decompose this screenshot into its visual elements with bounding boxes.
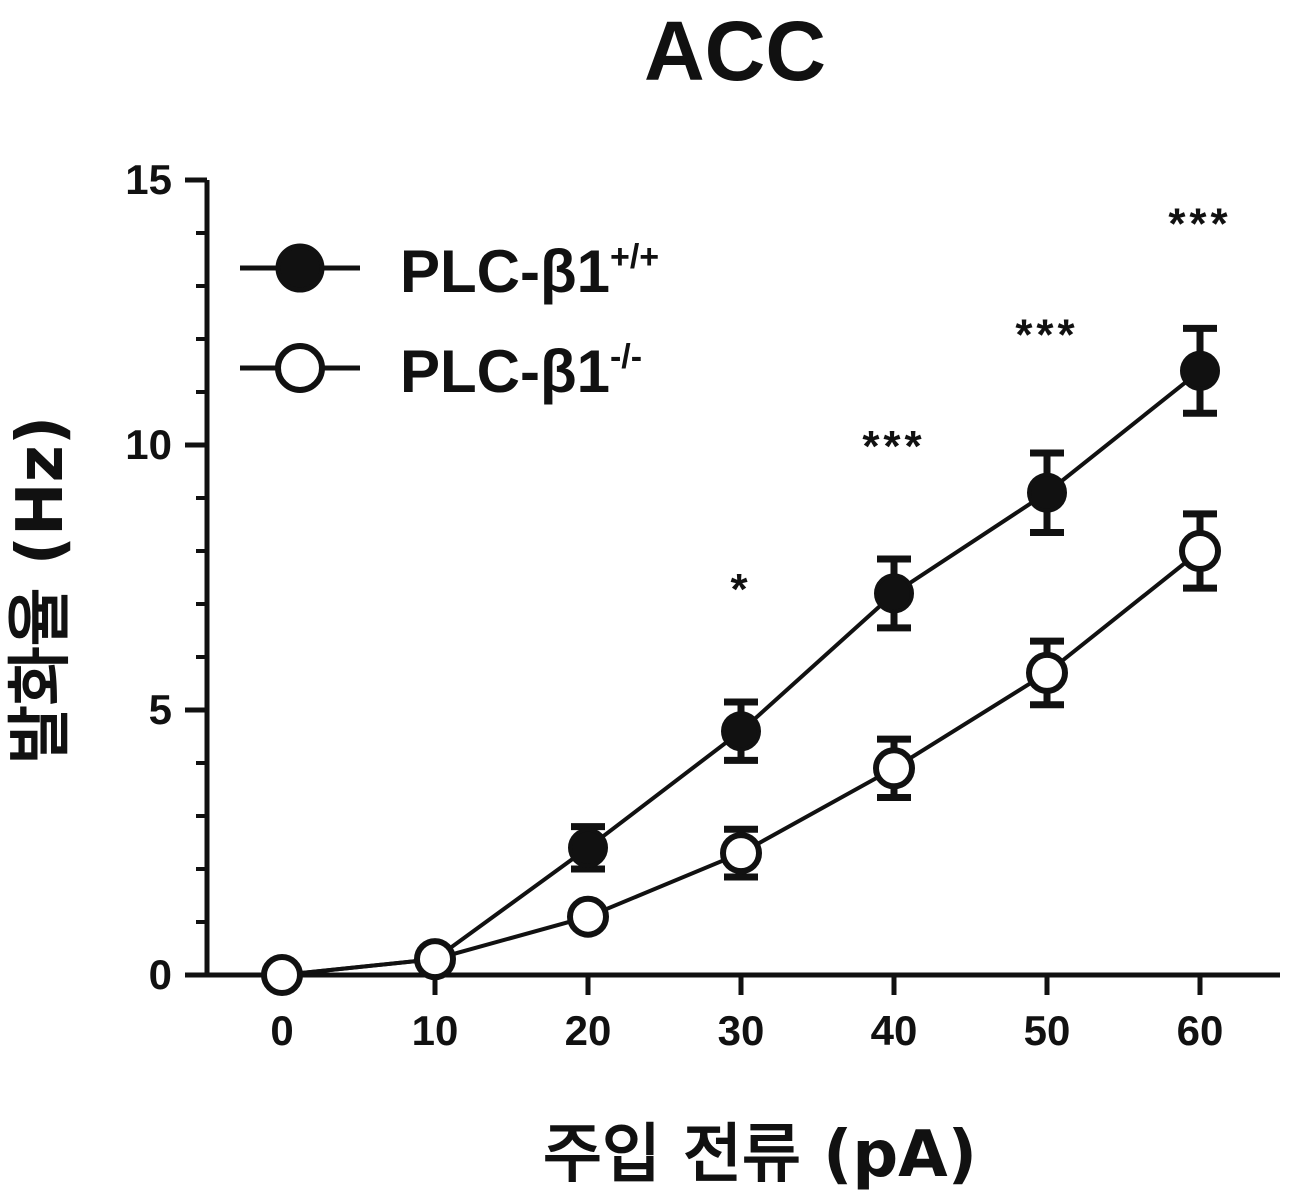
x-tick-label-0: 0	[270, 1007, 293, 1054]
legend-marker-filled	[275, 243, 325, 293]
y-tick-label-5: 5	[149, 686, 172, 733]
legend-item-ko: PLC-β1-/-	[240, 338, 642, 405]
data-point-1-4	[873, 747, 915, 790]
chart-title: ACC	[644, 4, 826, 98]
legend: PLC-β1+/+ PLC-β1-/-	[240, 238, 659, 405]
data-point-1-2	[567, 895, 609, 938]
legend-label-wt-sup: +/+	[610, 238, 659, 276]
data-point-1-0	[261, 954, 303, 996]
data-point-0-4	[874, 573, 914, 614]
data-point-1-1	[414, 938, 456, 981]
x-axis-title: 주입 전류 (pA)	[543, 1118, 977, 1192]
significance-label-0: *	[730, 565, 751, 614]
x-tick-label-40: 40	[871, 1007, 918, 1054]
series-layer	[261, 324, 1221, 996]
legend-label-ko-sup: -/-	[610, 338, 642, 376]
data-point-0-2	[568, 827, 608, 868]
axes: 0 5 10 15 0 10 20 30 40 50 60	[125, 156, 1280, 1054]
legend-item-wt: PLC-β1+/+	[240, 238, 659, 305]
x-tick-label-20: 20	[565, 1007, 612, 1054]
x-tick-label-10: 10	[412, 1007, 459, 1054]
data-point-1-6	[1179, 530, 1221, 572]
legend-label-ko: PLC-β1-/-	[400, 338, 642, 405]
x-tick-label-60: 60	[1177, 1007, 1224, 1054]
significance-label-1: ***	[862, 422, 925, 471]
legend-label-ko-main: PLC-β1	[400, 338, 610, 405]
significance-label-3: ***	[1168, 199, 1231, 248]
significance-label-2: ***	[1015, 311, 1078, 360]
x-tick-label-50: 50	[1024, 1007, 1071, 1054]
legend-label-wt-main: PLC-β1	[400, 238, 610, 305]
data-point-0-6	[1180, 350, 1220, 391]
x-tick-label-30: 30	[718, 1007, 765, 1054]
legend-marker-open	[275, 343, 325, 393]
series-1	[261, 510, 1221, 996]
data-point-1-5	[1026, 651, 1068, 694]
data-point-0-3	[721, 711, 761, 752]
y-tick-label-15: 15	[125, 156, 172, 203]
y-tick-label-0: 0	[149, 951, 172, 998]
series-0	[262, 324, 1220, 995]
significance-annotations: **********	[730, 199, 1231, 614]
data-point-1-3	[720, 832, 762, 875]
y-tick-label-10: 10	[125, 421, 172, 468]
legend-label-wt: PLC-β1+/+	[400, 238, 659, 305]
data-point-0-5	[1027, 472, 1067, 513]
y-axis-title: 발화율 (Hz)	[4, 416, 78, 764]
